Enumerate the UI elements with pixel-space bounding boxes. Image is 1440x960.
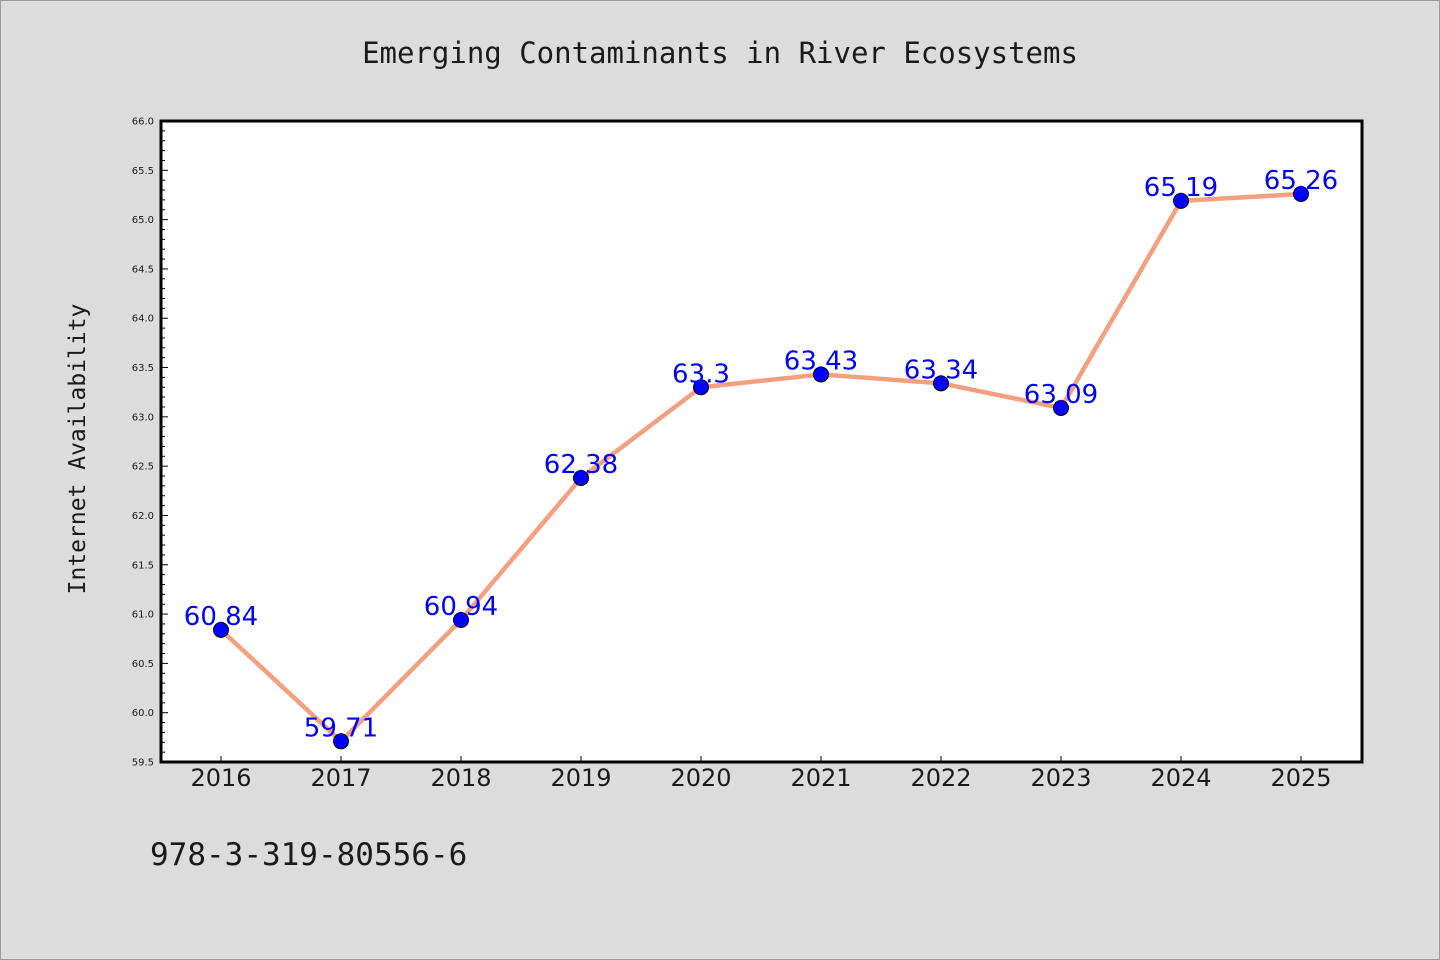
data-point-marker	[213, 621, 229, 638]
data-point-label: 60.94	[424, 592, 498, 622]
data-point-marker	[1053, 399, 1069, 416]
data-point-marker	[1293, 185, 1309, 202]
y-tick-label: 64.0	[132, 314, 154, 325]
x-tick-label: 2016	[190, 764, 251, 792]
x-tick-label: 2019	[550, 764, 611, 792]
data-point-marker	[1173, 192, 1189, 209]
x-tick-label: 2024	[1150, 764, 1211, 792]
y-tick-label: 61.5	[132, 560, 154, 571]
data-point-label: 65.26	[1264, 166, 1338, 196]
data-point-marker	[333, 733, 349, 750]
series-layer: 60.84 59.71 60.94 62.38 63.3 63.43 63.34 63.09 6…	[184, 166, 1338, 750]
data-point-label: 65.19	[1144, 173, 1218, 203]
y-tick-label: 60.5	[132, 659, 154, 670]
y-tick-label: 65.5	[132, 166, 154, 177]
data-point-label: 63.09	[1024, 380, 1098, 410]
x-tick-label: 2021	[790, 764, 851, 792]
data-point-marker	[933, 375, 949, 392]
data-point-marker	[453, 611, 469, 628]
footer-isbn-text: 978-3-319-80556-6	[150, 837, 467, 873]
y-axis-label: Internet Availability	[65, 304, 91, 595]
series-line	[218, 191, 1304, 744]
x-tick-label: 2023	[1030, 764, 1091, 792]
y-tick-label: 65.0	[132, 215, 154, 226]
x-tick-label: 2020	[670, 764, 731, 792]
data-point-label: 59.71	[304, 713, 378, 743]
plot-area	[159, 119, 1364, 764]
x-tick-label: 2022	[910, 764, 971, 792]
y-tick-label: 59.5	[132, 758, 154, 769]
chart-title: Emerging Contaminants in River Ecosystem…	[362, 36, 1078, 70]
y-tick-label: 63.0	[132, 412, 154, 423]
y-tick-label: 63.5	[132, 363, 154, 374]
y-tick-label: 60.0	[132, 708, 154, 719]
x-tick-label: 2018	[430, 764, 491, 792]
x-axis-ticks: 2016 2017 2018 2019 2020 2021 2022 2023 2024 2025	[190, 756, 1332, 792]
y-axis-ticks: 59.5 60.0 60.5 61.0 61.5 62.0 62.5 63.0 63.5 64.0…	[132, 117, 168, 769]
y-tick-label: 64.5	[132, 264, 154, 275]
x-tick-label: 2017	[310, 764, 371, 792]
data-point-label: 63.34	[904, 355, 978, 385]
x-tick-label: 2025	[1270, 764, 1331, 792]
y-tick-label: 66.0	[132, 117, 154, 128]
y-tick-label: 62.5	[132, 462, 154, 473]
data-point-marker	[693, 379, 709, 396]
data-point-marker	[573, 469, 589, 486]
y-tick-label: 61.0	[132, 610, 154, 621]
data-point-label: 60.84	[184, 602, 258, 632]
data-point-label: 63.3	[672, 359, 730, 389]
data-point-marker	[813, 366, 829, 383]
data-point-label: 63.43	[784, 346, 858, 376]
data-point-label: 62.38	[544, 450, 618, 480]
y-tick-label: 62.0	[132, 511, 154, 522]
